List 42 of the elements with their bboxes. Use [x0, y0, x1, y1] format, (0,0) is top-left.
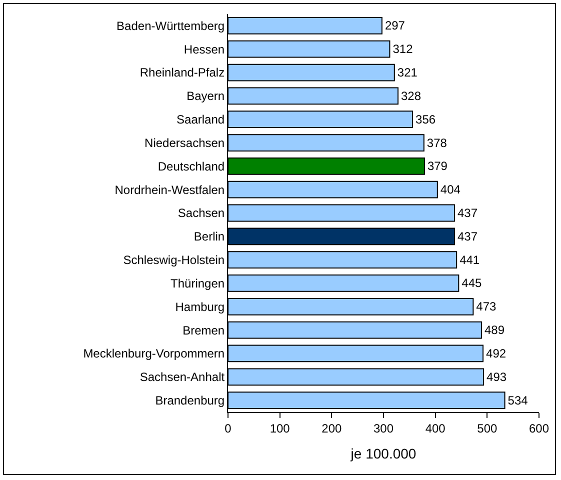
y-tick-label: Mecklenburg-Vorpommern [83, 346, 225, 361]
data-label: 356 [416, 112, 436, 126]
y-tick-label: Hessen [184, 42, 225, 56]
y-tick-label: Bremen [182, 323, 225, 338]
y-tick-label: Nordrhein-Westfalen [114, 182, 225, 197]
y-tick-label: Hamburg [175, 300, 225, 314]
y-tick-label: Sachsen-Anhalt [140, 370, 226, 384]
data-label: 492 [486, 346, 506, 360]
data-label: 473 [476, 300, 497, 314]
y-tick-label: Niedersachsen [144, 136, 225, 150]
data-label: 312 [392, 42, 414, 56]
data-label: 445 [462, 276, 482, 290]
x-tick-label: 500 [477, 421, 498, 436]
x-tick-label: 400 [425, 421, 446, 436]
data-label: 441 [460, 252, 480, 267]
data-label: 404 [440, 182, 461, 197]
x-tick-label: 300 [373, 421, 394, 436]
data-label: 297 [384, 18, 406, 33]
y-tick-label: Bayern [186, 89, 225, 104]
y-tick-label: Brandenburg [155, 393, 225, 408]
y-tick-label: Saarland [176, 112, 225, 127]
y-tick-label: Baden-Württemberg [116, 18, 225, 33]
y-tick-label: Schleswig-Holstein [123, 253, 225, 268]
data-label: 493 [486, 370, 507, 384]
data-label: 328 [401, 88, 422, 103]
y-tick-label: Sachsen [178, 206, 225, 220]
x-tick-label: 0 [224, 421, 232, 436]
x-tick-label: 100 [270, 421, 290, 436]
y-tick-label: Berlin [194, 230, 225, 244]
data-label: 379 [427, 159, 448, 174]
x-tick-label: 200 [322, 421, 342, 436]
data-label: 321 [397, 66, 418, 80]
x-tick-label: 600 [528, 421, 550, 436]
data-label: 437 [458, 206, 478, 220]
y-tick-label: Thüringen [170, 276, 225, 290]
x-axis-title: je 100.000 [350, 446, 416, 462]
y-tick-label: Deutschland [158, 159, 225, 174]
data-label: 437 [458, 229, 478, 244]
data-label: 378 [426, 136, 448, 150]
data-label: 489 [484, 323, 505, 338]
y-tick-label: Rheinland-Pfalz [140, 66, 225, 80]
data-label: 534 [508, 393, 528, 408]
